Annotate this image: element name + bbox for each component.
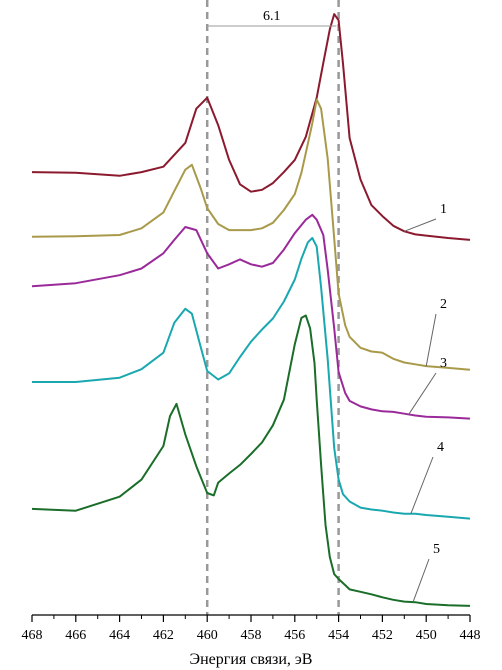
spectrum-line-1 — [31, 13, 471, 241]
x-tick-label-464: 464 — [109, 628, 130, 643]
x-axis-ticks: 468 466 464 462 460 458 456 454 452 450 448 — [22, 615, 481, 643]
x-tick-label-466: 466 — [65, 628, 86, 643]
reference-lines — [205, 0, 340, 615]
series-label-3: 3 — [440, 356, 447, 371]
x-tick-label-450: 450 — [416, 628, 437, 643]
spectrum-line-4 — [32, 237, 471, 520]
peak-distance-annotation: 6.1 — [207, 9, 337, 27]
x-axis-title: Энергия связи, эВ — [190, 651, 313, 668]
series-label-4: 4 — [437, 440, 444, 455]
x-tick-label-462: 462 — [153, 628, 174, 643]
spectrum-line-2 — [31, 98, 471, 371]
x-tick-label-448: 448 — [460, 628, 481, 643]
series-leaders: 1 2 3 4 5 — [404, 202, 447, 603]
series-leader-1 — [404, 218, 437, 232]
series-leader-5 — [412, 558, 430, 603]
x-tick-label-454: 454 — [328, 628, 349, 643]
peak-distance-label: 6.1 — [263, 9, 281, 24]
x-tick-label-458: 458 — [241, 628, 262, 643]
series-leader-4 — [410, 456, 434, 514]
spectrum-line-5 — [31, 314, 471, 607]
series-leader-3 — [408, 372, 437, 415]
x-tick-label-452: 452 — [372, 628, 393, 643]
series-label-5: 5 — [433, 542, 440, 557]
series-label-1: 1 — [440, 202, 447, 217]
spectrum-curves — [31, 13, 471, 607]
x-tick-label-468: 468 — [22, 628, 43, 643]
x-tick-label-460: 460 — [197, 628, 218, 643]
spectrum-line-3 — [31, 213, 471, 420]
series-leader-2 — [425, 313, 437, 367]
x-tick-label-456: 456 — [284, 628, 305, 643]
series-label-2: 2 — [440, 297, 447, 312]
